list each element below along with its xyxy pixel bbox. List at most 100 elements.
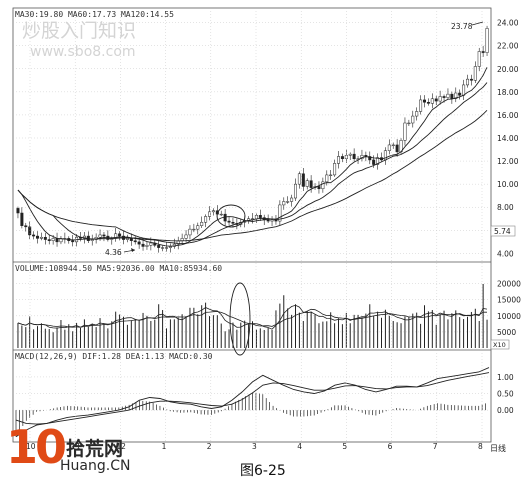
candle-body xyxy=(317,186,321,190)
price-ma-lines xyxy=(17,67,488,247)
candle-body xyxy=(465,78,470,86)
volume-tick-label: 20000 xyxy=(497,280,521,289)
price-tick-label: 18.00 xyxy=(497,88,519,97)
price-legend-values: MA30:19.80 MA60:17.73 MA120:14.55 xyxy=(15,10,174,19)
candle-body xyxy=(137,241,141,245)
candle xyxy=(43,233,47,245)
candle xyxy=(469,74,473,86)
candle-body xyxy=(90,239,94,241)
candle-body xyxy=(20,212,24,226)
candle xyxy=(32,231,36,240)
candle-body xyxy=(415,111,419,117)
candle xyxy=(196,222,200,235)
candle-body xyxy=(129,238,133,241)
candle-body xyxy=(348,153,352,156)
candle xyxy=(485,25,489,56)
macd-axis-labels: 0.00 0.50 1.00 xyxy=(497,373,514,415)
low-arrowhead xyxy=(131,248,135,252)
candle xyxy=(430,93,434,109)
candle xyxy=(28,221,32,240)
candle xyxy=(352,148,356,162)
candle xyxy=(348,152,352,160)
candle xyxy=(415,107,419,121)
candle-body xyxy=(231,221,235,224)
price-tick-label: 8.00 xyxy=(497,203,514,212)
candle xyxy=(290,194,294,207)
candle-body xyxy=(477,51,481,67)
volume-tick-label: 10000 xyxy=(497,312,521,321)
candle xyxy=(188,225,192,240)
macd-dea-line xyxy=(15,372,490,425)
candle xyxy=(161,245,165,252)
candle-body xyxy=(161,247,165,249)
macd-legend: MACD(12,26,9) DIF:1.28 DEA:1.13 MACD:0.3… xyxy=(15,352,213,361)
price-axis-labels: 4.006.008.0010.0012.0014.0016.0018.0020.… xyxy=(497,19,519,259)
candle-body xyxy=(309,180,313,188)
candle xyxy=(336,151,341,169)
candle-body xyxy=(71,240,75,243)
candle-body xyxy=(47,239,51,241)
candle xyxy=(20,207,24,229)
x-tick-label: 8 xyxy=(478,442,483,451)
price-tick-label: 4.00 xyxy=(497,249,514,258)
macd-dif-line xyxy=(15,367,490,438)
candle-body xyxy=(258,215,262,218)
ma-line-ma60 xyxy=(17,82,488,245)
candle-body xyxy=(266,219,270,222)
candle xyxy=(376,153,380,170)
candle xyxy=(145,241,149,250)
candle-body xyxy=(473,66,477,81)
low-label: 4.36 xyxy=(105,248,122,257)
candle-body xyxy=(430,98,434,104)
candle-body xyxy=(376,157,380,165)
x-tick-label: 1 xyxy=(162,442,167,451)
volume-unit-box xyxy=(490,339,510,350)
candle-body xyxy=(39,236,43,239)
candle-body xyxy=(458,92,462,96)
volume-unit-label: X10 xyxy=(493,341,506,349)
candle-body xyxy=(438,96,442,102)
candle-body xyxy=(293,183,298,199)
candle-body xyxy=(305,180,309,187)
candle-body xyxy=(419,99,423,112)
candle-body xyxy=(227,220,231,223)
candle-body xyxy=(102,234,106,237)
x-tick-label: 5 xyxy=(342,442,347,451)
candle-body xyxy=(325,174,329,183)
candle xyxy=(340,153,344,163)
candle-body xyxy=(278,204,282,222)
x-tick-label: 12 xyxy=(116,442,126,451)
candle-body xyxy=(340,156,344,160)
candle-body xyxy=(204,216,208,223)
candle-body xyxy=(200,221,204,226)
candle xyxy=(391,142,395,149)
price-tick-label: 14.00 xyxy=(497,134,519,143)
candle xyxy=(438,90,442,105)
candle xyxy=(419,95,423,115)
candle xyxy=(24,222,28,232)
candle xyxy=(458,89,462,100)
candle xyxy=(293,178,298,202)
x-tick-label: 3 xyxy=(252,442,257,451)
candle-body xyxy=(469,78,473,81)
candle xyxy=(71,235,75,247)
candle-body xyxy=(485,28,489,53)
macd-tick-label: 0.50 xyxy=(497,390,514,399)
candle-body xyxy=(321,181,325,190)
candle xyxy=(39,232,43,241)
last-value-label: 5.74 xyxy=(494,227,511,236)
macd-tick-label: 1.00 xyxy=(497,373,514,382)
candle xyxy=(297,171,301,189)
price-tick-label: 20.00 xyxy=(497,65,519,74)
watermark-url: www.sbo8.com xyxy=(30,44,136,60)
candle xyxy=(403,117,407,146)
candle-body xyxy=(28,226,32,236)
candle xyxy=(454,87,458,103)
candle xyxy=(446,88,450,100)
candle xyxy=(387,139,391,155)
volume-ellipse-annotation xyxy=(229,282,251,356)
logo-name: 拾荒网 xyxy=(66,438,124,460)
candle xyxy=(481,45,485,57)
candle-body xyxy=(297,173,301,185)
candle xyxy=(211,208,215,216)
